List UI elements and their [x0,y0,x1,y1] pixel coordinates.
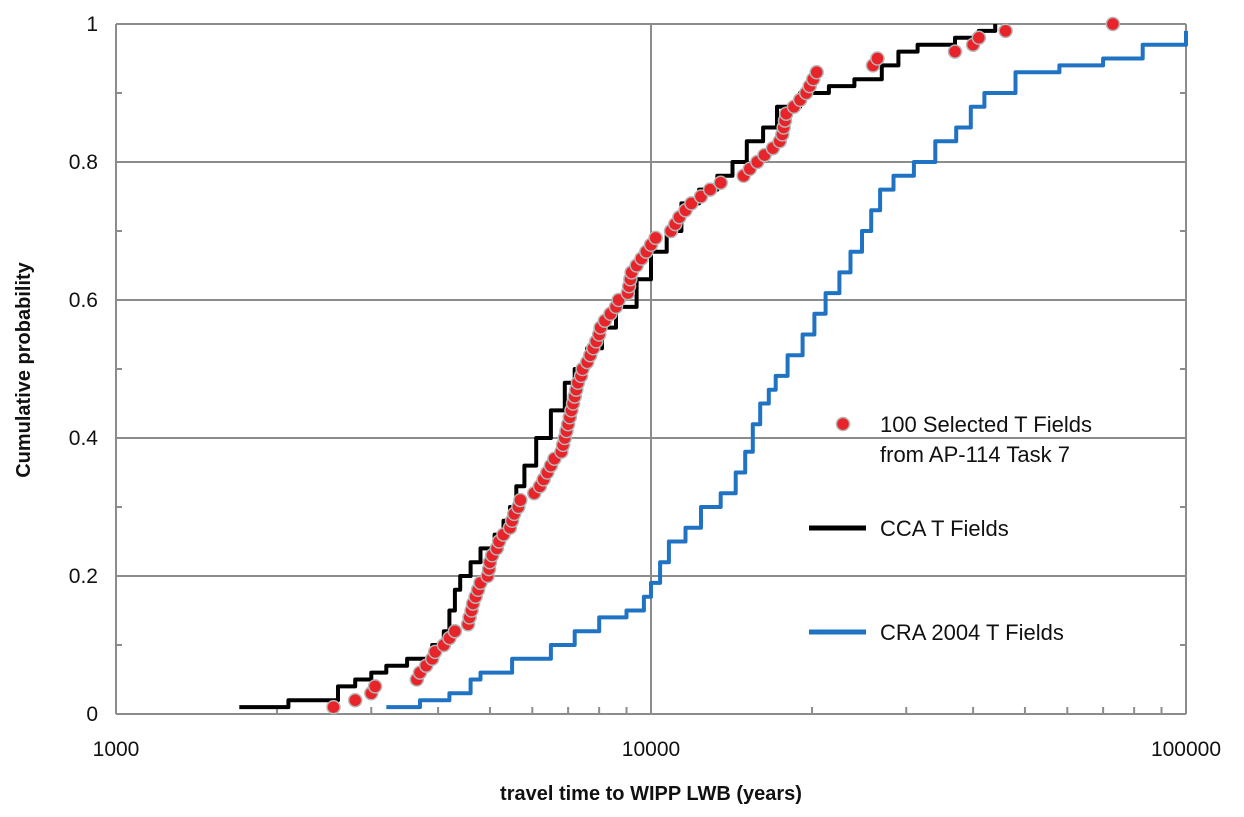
data-point [998,23,1013,39]
legend-label: from AP-114 Task 7 [880,442,1070,467]
axes: 0 0.2 0.4 0.6 0.8 1 1000 10000 100000 [69,13,1221,761]
data-point [648,230,663,246]
data-point [684,196,699,211]
y-tick-label: 0.6 [69,289,98,312]
data-point [947,44,963,59]
y-tick-label: 1 [86,13,98,36]
data-point [870,51,885,66]
series-line [239,24,998,710]
data-point [367,679,383,694]
y-axis-title: Cumulative probability [13,261,35,477]
legend-label: CCA T Fields [880,516,1009,541]
grid [116,23,1187,714]
y-tick-label: 0.4 [69,427,99,450]
x-tick-label: 10000 [622,738,680,761]
data-point [713,175,728,190]
x-axis-title: travel time to WIPP LWB (years) [500,783,802,805]
series [239,16,1188,715]
data-point [702,182,718,197]
legend-label: 100 Selected T Fields [880,412,1092,437]
data-point [447,623,463,639]
y-tick-label: 0.2 [69,565,98,588]
y-tick-label: 0 [86,703,98,726]
legend-label: CRA 2004 T Fields [880,620,1064,645]
x-tick-label: 1000 [93,738,140,761]
series-line [386,30,1188,710]
data-point [1105,16,1121,32]
y-tick-label: 0.8 [69,151,98,174]
data-point [326,699,341,715]
data-point [971,30,987,46]
x-tick-label: 100000 [1151,738,1221,761]
data-point [513,492,528,508]
data-point [809,65,824,80]
legend: 100 Selected T Fields from AP-114 Task 7 C… [809,412,1092,645]
legend-marker [835,416,851,432]
data-point [347,692,363,708]
